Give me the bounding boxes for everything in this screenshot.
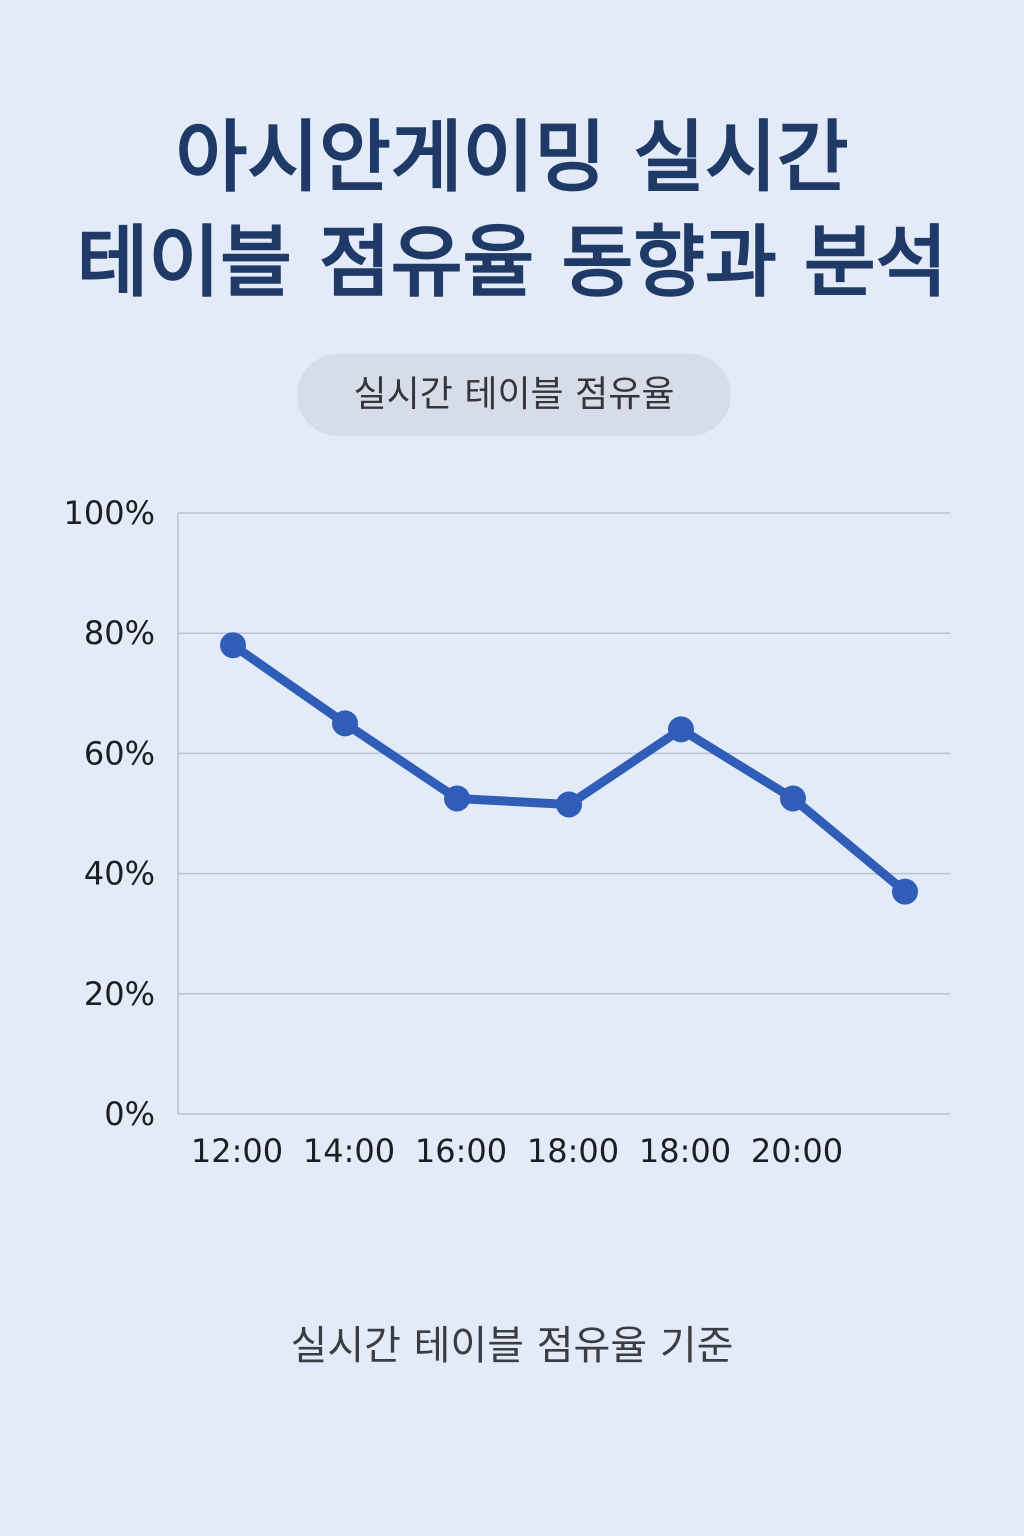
y-tick-label: 60% <box>84 734 155 772</box>
data-point <box>668 716 694 743</box>
data-point <box>444 785 470 812</box>
data-point <box>332 710 358 737</box>
grid-lines <box>178 512 950 1115</box>
y-tick-label: 20% <box>84 975 155 1013</box>
x-tick-label: 18:00 <box>527 1132 619 1170</box>
line-chart: 0%20%40%60%80%100% 12:00 14:00 16:00 18:00 1… <box>64 494 950 1170</box>
x-tick-label: 20:00 <box>751 1132 843 1170</box>
x-tick-label: 16:00 <box>415 1132 507 1170</box>
chart-caption: 실시간 테이블 점유율 기준 <box>290 1323 734 1369</box>
page-title-line-1: 아시안게이밍 실시간 <box>175 113 849 203</box>
x-tick-label: 18:00 <box>639 1132 731 1170</box>
y-tick-label: 80% <box>84 614 155 652</box>
y-tick-labels: 0% 20% 40% 60% 80% 100% <box>64 494 155 1133</box>
data-point <box>220 632 246 659</box>
x-tick-labels: 12:00 14:00 16:00 18:00 18:00 20:00 <box>191 1132 843 1170</box>
series-points <box>220 632 918 905</box>
x-tick-label: 12:00 <box>191 1132 283 1170</box>
x-tick-label: 14:00 <box>303 1132 395 1170</box>
data-point <box>556 791 582 818</box>
data-point <box>892 878 918 905</box>
y-tick-label: 0% <box>104 1095 155 1133</box>
data-point <box>780 785 806 812</box>
y-tick-label: 100% <box>64 494 155 532</box>
series-legend-pill: 실시간 테이블 점유율 <box>297 354 731 436</box>
series-line <box>228 640 910 897</box>
page-title-line-2: 테이블 점유율 동향과 분석 <box>76 218 948 308</box>
y-tick-label: 40% <box>84 855 155 893</box>
